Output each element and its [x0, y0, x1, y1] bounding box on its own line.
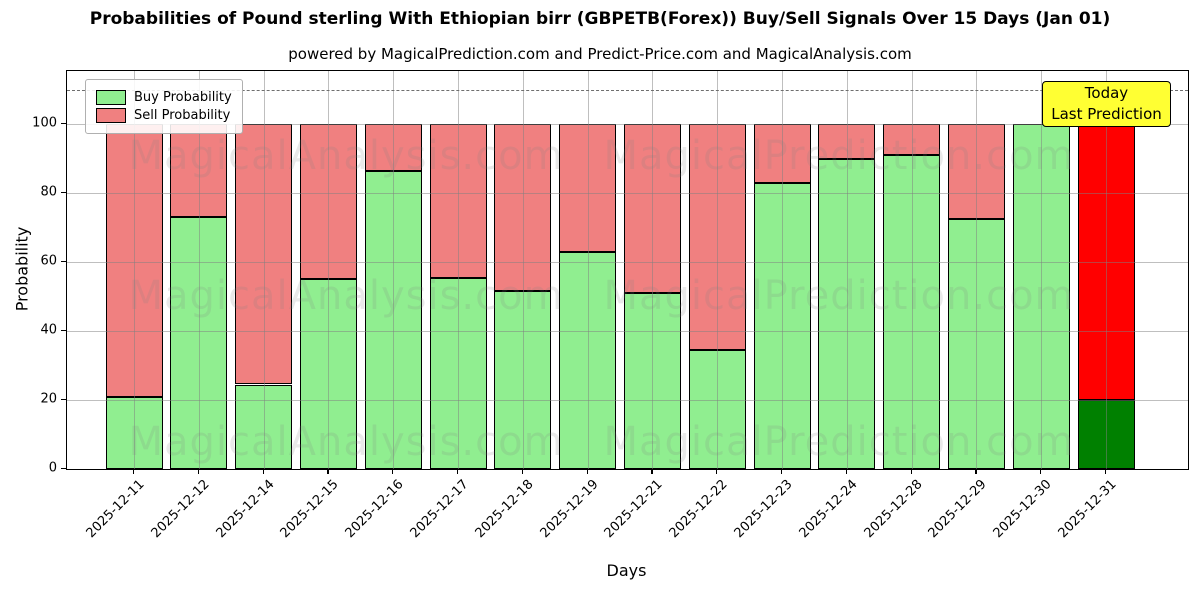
watermark-text: MagicalAnalysis.com [128, 419, 564, 465]
x-tick-label: 2025-12-23 [731, 477, 796, 542]
legend: Buy Probability Sell Probability [85, 79, 243, 134]
today-annotation: Today Last Prediction [1042, 81, 1171, 127]
y-tick-mark [61, 399, 66, 401]
x-tick-mark [197, 469, 199, 474]
vertical-gridline [458, 71, 459, 469]
chart-subtitle: powered by MagicalPrediction.com and Pre… [288, 45, 912, 63]
vertical-gridline [134, 71, 135, 469]
plot-area: MagicalAnalysis.com MagicalPrediction.co… [66, 70, 1189, 470]
vertical-gridline [911, 71, 913, 469]
y-tick-label: 100 [32, 115, 57, 131]
y-tick-mark [61, 192, 66, 194]
x-tick-label: 2025-12-16 [342, 477, 407, 542]
watermark-text: MagicalAnalysis.com [128, 133, 564, 179]
vertical-gridline [328, 71, 330, 469]
today-annotation-line2: Last Prediction [1051, 105, 1162, 123]
horizontal-gridline [67, 124, 1188, 126]
x-tick-mark [910, 469, 912, 474]
x-tick-label: 2025-12-15 [277, 477, 342, 542]
vertical-gridline [522, 71, 524, 469]
x-tick-mark [327, 469, 329, 474]
vertical-gridline [198, 71, 200, 469]
legend-swatch-buy [96, 90, 126, 105]
y-tick-label: 20 [40, 391, 57, 407]
x-tick-mark [586, 469, 588, 474]
y-tick-mark [61, 261, 66, 263]
threshold-dashed-line [67, 89, 1188, 91]
x-tick-mark [716, 469, 718, 474]
vertical-gridline [782, 71, 783, 469]
x-tick-mark [521, 469, 523, 474]
y-tick-label: 80 [40, 184, 57, 200]
vertical-gridline [1041, 71, 1043, 469]
x-tick-label: 2025-12-11 [83, 477, 148, 542]
x-tick-mark [975, 469, 977, 474]
y-tick-mark [61, 330, 66, 332]
horizontal-gridline [67, 400, 1188, 402]
legend-label-buy: Buy Probability [134, 90, 232, 105]
x-tick-label: 2025-12-30 [990, 477, 1055, 542]
legend-label-sell: Sell Probability [134, 108, 231, 123]
y-axis-label: Probability [12, 226, 32, 312]
watermark-text: MagicalPrediction.com [603, 133, 1075, 179]
horizontal-gridline [67, 331, 1188, 333]
y-tick-label: 60 [40, 253, 57, 269]
vertical-gridline [976, 71, 978, 469]
vertical-gridline [393, 71, 395, 469]
x-tick-label: 2025-12-31 [1055, 477, 1120, 542]
x-tick-label: 2025-12-17 [407, 477, 472, 542]
grid-layer [67, 71, 1188, 469]
x-tick-mark [1040, 469, 1042, 474]
x-tick-mark [392, 469, 394, 474]
x-tick-label: 2025-12-19 [537, 477, 602, 542]
x-tick-label: 2025-12-28 [861, 477, 926, 542]
x-tick-label: 2025-12-22 [666, 477, 731, 542]
x-tick-label: 2025-12-29 [925, 477, 990, 542]
x-tick-mark [457, 469, 459, 474]
vertical-gridline [263, 71, 265, 469]
watermark-layer: MagicalAnalysis.com MagicalPrediction.co… [67, 71, 1188, 469]
y-tick-label: 40 [40, 322, 57, 338]
x-axis-label: Days [606, 561, 647, 580]
x-tick-mark [651, 469, 653, 474]
x-tick-label: 2025-12-24 [796, 477, 861, 542]
x-tick-mark [845, 469, 847, 474]
today-annotation-line1: Today [1084, 84, 1129, 102]
vertical-gridline [587, 71, 589, 469]
legend-row-sell: Sell Probability [96, 108, 232, 123]
x-tick-mark [262, 469, 264, 474]
legend-row-buy: Buy Probability [96, 90, 232, 105]
x-tick-label: 2025-12-18 [472, 477, 537, 542]
watermark-text: MagicalPrediction.com [603, 419, 1075, 465]
x-tick-mark [1105, 469, 1107, 474]
x-tick-label: 2025-12-14 [213, 477, 278, 542]
y-tick-mark [61, 123, 66, 125]
x-tick-mark [133, 469, 135, 474]
horizontal-gridline [67, 193, 1188, 195]
watermark-text: MagicalPrediction.com [603, 273, 1075, 319]
watermark-text: MagicalAnalysis.com [128, 273, 564, 319]
vertical-gridline [846, 71, 848, 469]
y-tick-label: 0 [48, 460, 57, 476]
x-tick-mark [781, 469, 783, 474]
legend-swatch-sell [96, 108, 126, 123]
x-tick-label: 2025-12-21 [601, 477, 666, 542]
vertical-gridline [1106, 71, 1107, 469]
vertical-gridline [652, 71, 654, 469]
chart-title: Probabilities of Pound sterling With Eth… [89, 9, 1111, 29]
y-tick-mark [61, 468, 66, 470]
x-tick-label: 2025-12-12 [148, 477, 213, 542]
vertical-gridline [717, 71, 719, 469]
horizontal-gridline [67, 262, 1188, 264]
